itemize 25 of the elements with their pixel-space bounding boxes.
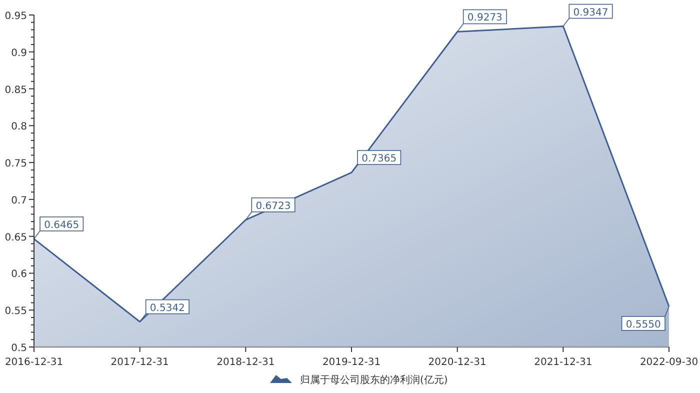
y-tick-label: 0.8 bbox=[11, 122, 27, 133]
x-tick-label: 2018-12-31 bbox=[216, 357, 275, 368]
legend-label: 归属于母公司股东的净利润(亿元) bbox=[300, 374, 448, 386]
data-label: 0.7365 bbox=[362, 154, 397, 165]
y-tick-label: 0.95 bbox=[4, 11, 27, 22]
data-label: 0.6723 bbox=[256, 200, 291, 212]
y-tick-label: 0.7 bbox=[11, 195, 27, 206]
x-tick-label: 2021-12-31 bbox=[534, 357, 592, 368]
y-tick-label: 0.75 bbox=[4, 158, 27, 170]
x-tick-label: 2019-12-31 bbox=[322, 357, 381, 368]
y-tick-label: 0.55 bbox=[4, 306, 27, 318]
y-tick-label: 0.5 bbox=[11, 343, 27, 354]
data-label: 0.5342 bbox=[150, 302, 185, 314]
data-label: 0.9347 bbox=[573, 7, 608, 18]
y-tick-label: 0.85 bbox=[4, 84, 27, 96]
data-label: 0.5550 bbox=[626, 319, 661, 330]
data-label: 0.9273 bbox=[467, 12, 502, 24]
x-tick-label: 2017-12-31 bbox=[110, 357, 169, 368]
y-tick-label: 0.9 bbox=[11, 48, 27, 59]
data-label: 0.6465 bbox=[44, 220, 80, 231]
x-tick-label: 2020-12-31 bbox=[428, 357, 486, 368]
x-tick-label: 2022-09-30 bbox=[640, 357, 698, 368]
y-tick-label: 0.65 bbox=[4, 232, 27, 244]
y-tick-label: 0.6 bbox=[11, 269, 27, 280]
x-tick-label: 2016-12-31 bbox=[4, 357, 64, 368]
